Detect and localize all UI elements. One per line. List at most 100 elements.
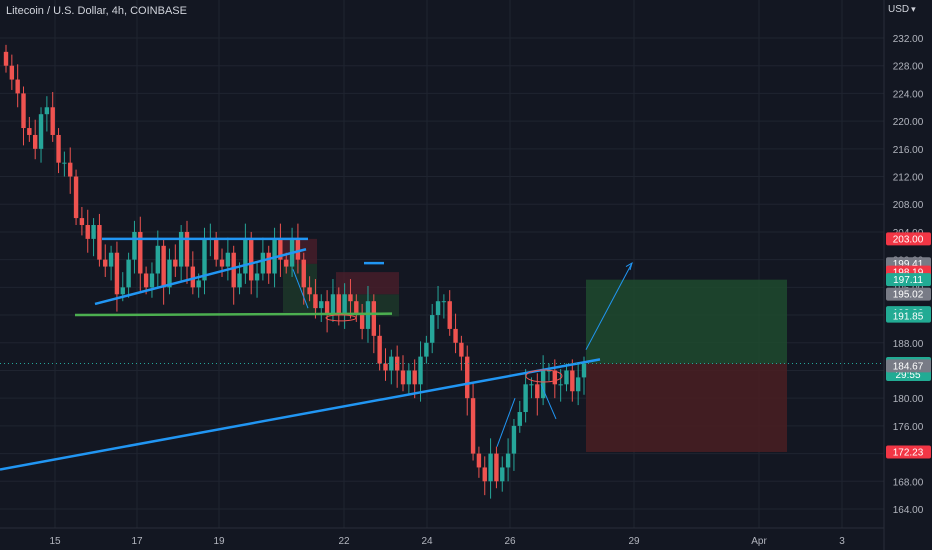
price-label: 197.11 [893,275,923,286]
projection-arrow [585,262,633,350]
y-tick-label: 168.00 [893,477,924,488]
x-tick-label: 15 [49,536,61,547]
y-tick-label: 232.00 [893,34,924,45]
price-label: 203.00 [893,234,924,245]
candle-body [319,301,324,309]
candle-body [307,287,312,295]
candle-body [132,231,137,260]
candle-body [161,245,166,288]
ascending-support [94,248,307,306]
y-tick-label: 228.00 [893,62,924,73]
candle-body [359,315,365,329]
candle-body [494,453,499,482]
currency-label: USD [888,4,910,15]
countdown-label: 29:55 [895,370,920,381]
drawings[interactable] [0,237,884,471]
x-tick-label: 29 [628,536,640,547]
price-label-box [886,445,931,459]
currency-selector[interactable]: USD ▾ [888,4,916,15]
candle-body [243,238,248,274]
candle-body [21,93,26,129]
price-label: 172.23 [893,447,924,458]
candle-body [470,398,476,454]
candle-body [324,301,330,316]
candle-body [500,467,505,482]
candle-body [149,273,155,288]
candle-body [482,467,487,482]
x-tick-label: Apr [751,536,767,547]
candle-body [546,370,552,372]
candle-body [476,453,482,468]
position-zones [283,238,787,452]
arrow-head [625,262,633,271]
candle-body [143,273,149,288]
candle-body [213,238,219,260]
y-tick-label: 188.00 [893,339,924,350]
candle-body [126,259,131,288]
support-line [74,312,393,317]
candle-body [377,335,382,364]
candle-body [453,328,458,343]
price-label-box [886,309,931,323]
candle-body [15,79,20,94]
y-tick-label: 164.00 [893,505,924,516]
highlight-ellipse [325,314,357,322]
candle-body [266,252,271,274]
chevron-down-icon: ▾ [911,4,916,14]
candle-body [202,238,207,281]
candle-body [430,315,435,343]
candle-body [178,231,184,267]
candle-body [465,356,470,399]
candle-body [44,107,50,115]
time-axis[interactable]: 15 17 19 22 24 26 29 Apr 3 [49,536,845,547]
y-tick-label: 216.00 [893,145,924,156]
candle-body [313,294,318,309]
candle-body [38,114,44,149]
y-tick-label: 180.00 [893,394,924,405]
candle-body [219,259,225,267]
candle-body [68,162,73,177]
candle-body [447,301,452,329]
candle-body [85,225,90,239]
price-label-box [886,287,931,301]
candle-body [138,231,143,274]
candle-body [424,342,429,357]
candle-body [73,176,79,219]
candle-body [529,384,534,386]
candle-body [517,412,522,426]
candle-body [231,252,236,288]
candle-body [435,301,441,316]
candle-body [284,259,289,267]
y-tick-label: 220.00 [893,117,924,128]
candle-body [564,370,569,385]
candle-body [3,51,9,66]
candle-body [91,225,96,239]
candle-body [540,370,546,399]
y-tick-label: 176.00 [893,422,924,433]
projection-arrow [292,269,309,309]
candle-body [254,273,260,281]
candle-body [120,287,125,295]
y-tick-label: 224.00 [893,89,924,100]
x-tick-label: 17 [131,536,143,547]
candle-body [523,384,528,413]
candle-body [27,128,32,135]
candle-body [342,294,347,316]
y-tick-label: 212.00 [893,173,924,184]
price-label-box [886,359,931,373]
candle-body [103,259,108,267]
candle-body [62,162,67,164]
symbol-title[interactable]: Litecoin / U.S. Dollar, 4h, COINBASE [6,5,187,17]
rising-trendline [0,358,601,471]
candle-body [190,266,196,288]
candle-body [400,370,406,385]
candle-body [97,225,102,260]
highlight-ellipse [525,369,563,383]
candle-body [278,238,283,260]
candle-body [184,231,190,267]
candle-body [114,252,120,295]
candle-body [354,301,359,316]
x-tick-label: 19 [213,536,225,547]
